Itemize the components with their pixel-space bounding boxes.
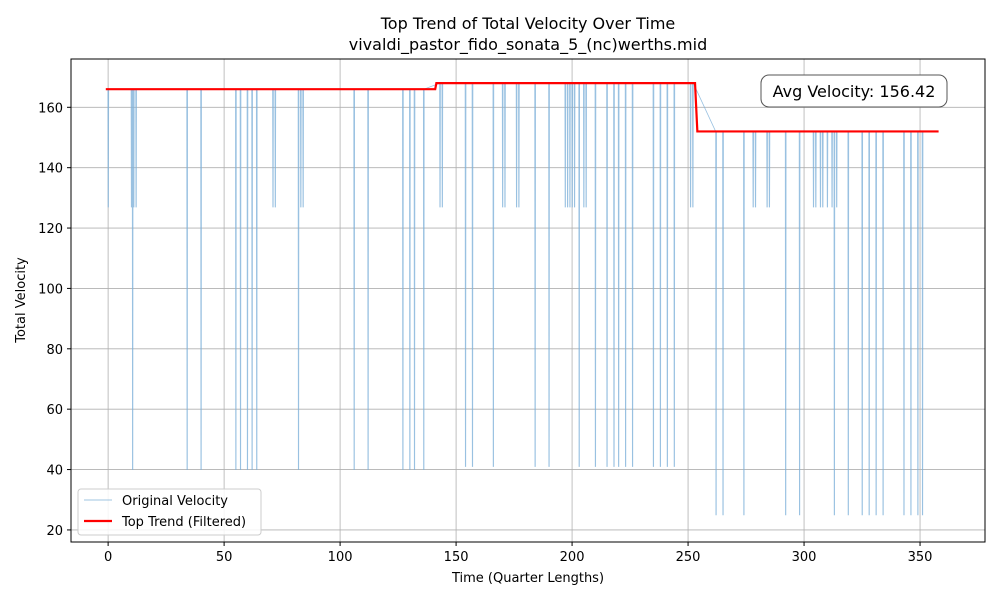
chart-subtitle: vivaldi_pastor_fido_sonata_5_(nc)werths.… xyxy=(349,35,707,55)
y-tick-label: 20 xyxy=(46,524,63,539)
y-tick-label: 60 xyxy=(46,403,63,418)
grid-lines xyxy=(71,59,985,542)
annotation-text: Avg Velocity: 156.42 xyxy=(773,82,936,101)
y-axis-ticks: 20 40 60 80 100 120 140 160 xyxy=(38,101,71,539)
x-tick-label: 150 xyxy=(444,550,469,565)
x-axis-label: Time (Quarter Lengths) xyxy=(451,571,604,586)
legend-label-original: Original Velocity xyxy=(122,494,228,509)
y-axis-label: Total Velocity xyxy=(14,257,29,344)
x-tick-label: 250 xyxy=(676,550,701,565)
y-tick-label: 40 xyxy=(46,464,63,479)
legend: Original Velocity Top Trend (Filtered) xyxy=(77,488,262,536)
x-tick-label: 50 xyxy=(216,550,233,565)
x-tick-label: 100 xyxy=(328,550,353,565)
y-tick-label: 140 xyxy=(38,162,63,177)
y-tick-label: 80 xyxy=(46,343,63,358)
chart-title: Top Trend of Total Velocity Over Time xyxy=(380,14,676,33)
x-tick-label: 350 xyxy=(908,550,933,565)
plot-frame xyxy=(70,58,986,543)
trend-line xyxy=(105,82,939,133)
y-tick-label: 160 xyxy=(38,101,63,116)
legend-label-trend: Top Trend (Filtered) xyxy=(121,515,246,530)
y-tick-label: 100 xyxy=(38,282,63,297)
legend-box xyxy=(77,488,262,536)
x-tick-label: 200 xyxy=(560,550,585,565)
y-tick-label: 120 xyxy=(38,222,63,237)
trend-series xyxy=(105,82,939,133)
x-axis-ticks: 0 50 100 150 200 250 300 350 xyxy=(104,542,932,565)
annotation-box xyxy=(760,74,948,108)
x-tick-label: 0 xyxy=(104,550,112,565)
x-tick-label: 300 xyxy=(792,550,817,565)
avg-velocity-annotation: Avg Velocity: 156.42 xyxy=(760,74,948,108)
